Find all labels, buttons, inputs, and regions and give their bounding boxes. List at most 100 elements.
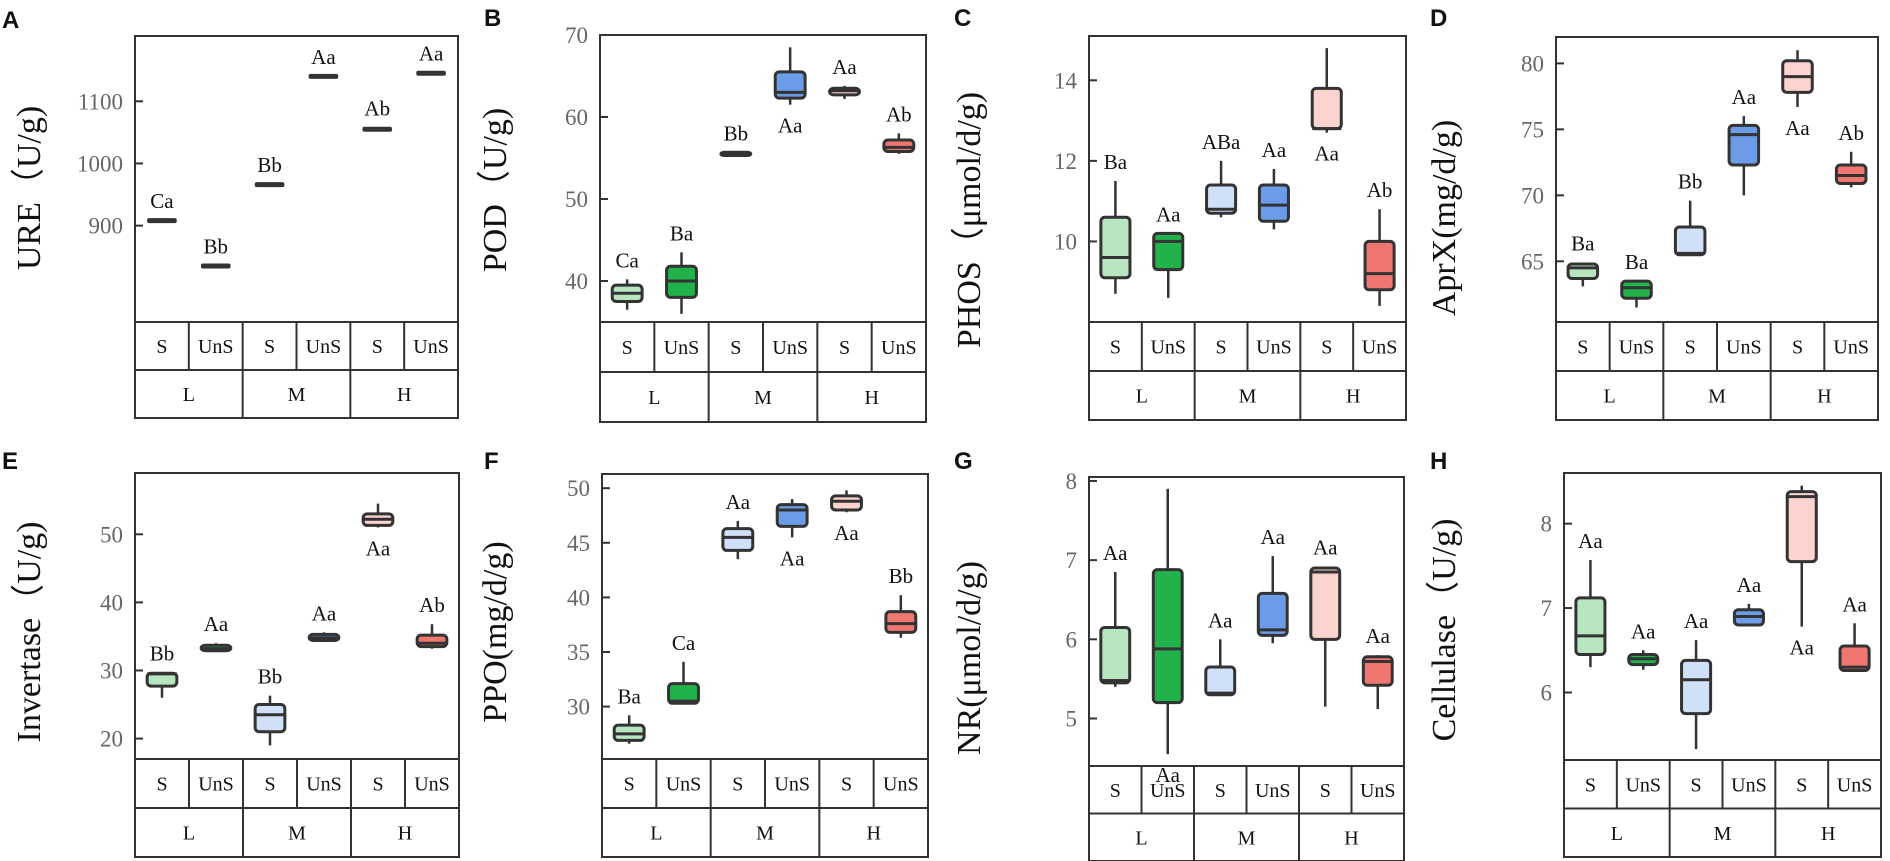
box-body [1256,591,1289,637]
significance-label: Ba [1625,250,1649,274]
treatment-label-uns: UnS [772,337,808,359]
y-tick-label: 12 [1054,149,1077,174]
treatment-label-uns: UnS [883,774,919,796]
treatment-label-s: S [1110,780,1121,802]
treatment-label-s: S [1321,337,1332,359]
panel-c: C S UnS L S UnS M S UnS H 10 12 14 PHOS（μmol/d/g) Ba Aa… [950,5,1407,421]
box-h-uns: Ab [1834,121,1868,188]
significance-label: Aa [1315,142,1340,166]
box-l-uns: Ba [1620,250,1653,308]
panel-g: G S UnS L S UnS M S UnS H 5 6 7 8 NR(μmol/d/g) Aa Aa Aa Aa… [951,448,1405,861]
group-label-l: L [648,387,660,409]
box-m-s: Bb [253,665,287,746]
panel-e: E S UnS L S UnS M S UnS H 20 30 40 50 Invertase（U/g) Bb… [2,448,460,858]
group-label-h: H [398,823,412,845]
box-l-s: Ca [147,189,177,224]
treatment-label-s: S [841,774,852,796]
y-tick-label: 7 [1066,548,1078,573]
y-tick-label: 35 [567,640,590,665]
box-h-s: Aa [1310,48,1343,166]
treatment-label-s: S [1577,337,1588,359]
box-l-s: Aa [1574,529,1607,668]
group-label-h: H [1346,386,1360,408]
y-axis-label: Invertase（U/g) [10,522,48,743]
significance-label: Aa [1842,592,1867,616]
treatment-label-s: S [624,774,635,796]
treatment-label-uns: UnS [881,337,917,359]
treatment-label-s: S [1792,337,1803,359]
group-label-h: H [397,384,411,406]
significance-label: Ca [616,248,640,272]
box-m-uns: Aa [1727,85,1761,196]
box-body [1152,231,1185,272]
y-tick-label: 14 [1054,68,1078,93]
panel-h: H S UnS L S UnS M S UnS H 6 7 8 Cellulase（U/g) Aa Aa Aa A… [1425,448,1882,858]
group-label-h: H [1821,823,1835,845]
box-h-s: Aa [1309,535,1342,707]
panel-b: B S UnS L S UnS M S UnS H 40 50 60 70 POD（U/g) Ca Ba Bb Aa… [476,5,927,423]
y-tick-label: 60 [565,105,588,130]
significance-label: Bb [150,642,175,666]
treatment-label-uns: UnS [1150,780,1186,802]
box-body [1620,279,1653,300]
significance-label: Ab [364,96,390,120]
y-tick-label: 5 [1066,706,1078,731]
y-tick-label: 70 [565,23,588,48]
significance-label: Aa [1156,763,1181,787]
significance-label: Bb [724,121,749,145]
box-m-s: Bb [1673,170,1707,257]
significance-label: Ca [672,631,696,655]
box-h-uns: Aa [1361,624,1394,709]
box-l-s: Aa [1099,541,1132,687]
y-tick-label: 8 [1066,469,1078,494]
box-m-s: Aa [721,490,755,560]
panel-f: F S UnS L S UnS M S UnS H 30 35 40 45 50 PPO(mg/d/g) Ba C… [477,448,929,858]
y-axis-label: NR(μmol/d/g) [951,561,988,755]
significance-label: Ab [1838,121,1864,145]
significance-label: Aa [1366,624,1391,648]
significance-label: Aa [1732,85,1757,109]
significance-label: Aa [419,42,444,66]
box-h-s: Ab [362,96,393,132]
significance-label: Aa [1785,116,1810,140]
y-tick-label: 40 [565,269,588,294]
y-tick-label: 50 [565,187,588,212]
treatment-label-uns: UnS [306,774,342,796]
y-axis-label: URE（U/g) [10,106,48,270]
panel-letter-c: C [954,5,971,32]
y-axis-label: POD（U/g) [476,108,514,272]
significance-label: ABa [1202,130,1241,154]
significance-label: Ba [670,221,694,245]
significance-label: Ba [618,684,642,708]
treatment-label-s: S [622,337,633,359]
y-tick-label: 80 [1521,51,1544,76]
treatment-label-s: S [156,774,167,796]
y-tick-label: 40 [567,585,590,610]
plot-frame [599,34,927,323]
treatment-label-s: S [1215,780,1226,802]
panel-a: A S UnS L S UnS M S UnS H 900 1000 1100 URE（U/g) Ca Bb B… [2,7,459,419]
box-body [884,610,918,634]
group-label-l: L [650,823,662,845]
box-h-s: Aa [1785,485,1818,660]
box-m-s: ABa [1202,130,1241,218]
significance-label: Aa [778,114,803,138]
y-tick-label: 50 [100,522,123,547]
treatment-label-uns: UnS [666,774,702,796]
treatment-label-uns: UnS [1833,337,1869,359]
treatment-label-s: S [730,337,741,359]
panel-letter-h: H [1430,448,1447,475]
y-tick-label: 45 [567,531,590,556]
treatment-label-uns: UnS [664,337,700,359]
box-body [667,682,700,705]
box-l-uns: Ba [665,221,698,314]
box-m-s: Bb [254,153,285,188]
treatment-label-uns: UnS [1731,774,1767,796]
significance-label: Aa [1208,608,1233,632]
box-body [1566,262,1600,280]
treatment-label-uns: UnS [413,336,449,358]
significance-label: Aa [312,601,337,625]
significance-label: Aa [1261,525,1286,549]
significance-label: Aa [726,490,751,514]
box-body [1673,225,1707,257]
